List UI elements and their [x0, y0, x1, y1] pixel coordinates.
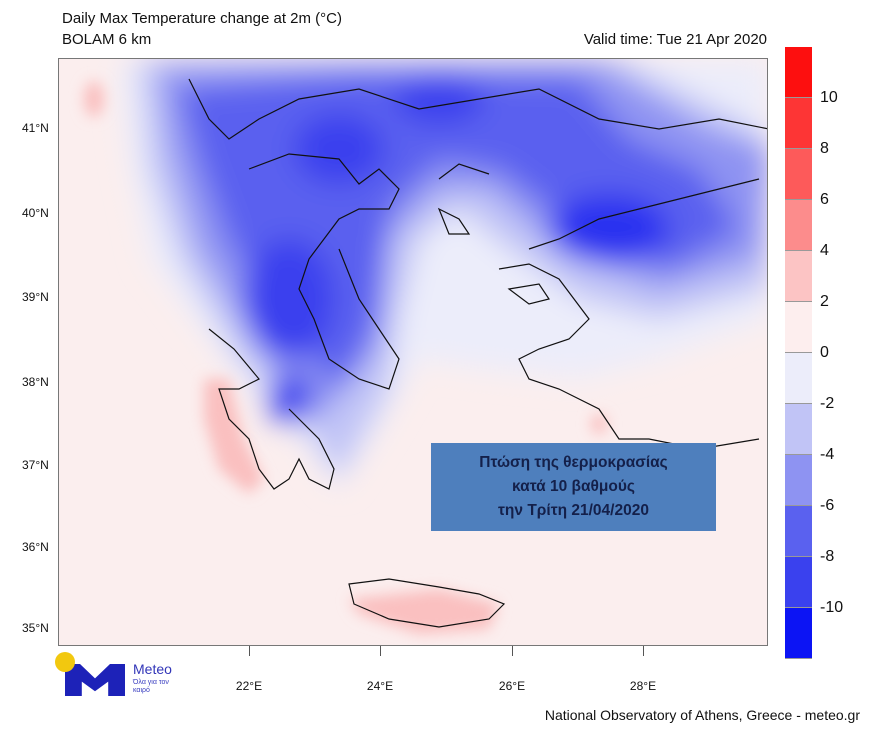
colorbar-segment — [785, 149, 812, 200]
colorbar-label: 0 — [820, 344, 829, 361]
colorbar-segment — [785, 47, 812, 98]
model-label: BOLAM 6 km — [62, 31, 152, 48]
m-logo-icon — [65, 664, 125, 696]
temperature-shading — [119, 59, 767, 489]
colorbar-label: -4 — [820, 446, 835, 463]
lon-tick — [643, 646, 644, 656]
colorbar-segment — [785, 353, 812, 404]
colorbar-label: -2 — [820, 395, 835, 412]
colorbar-label: -10 — [820, 599, 844, 616]
temperature-change-map — [58, 58, 768, 646]
lat-label: 36°N — [22, 540, 49, 554]
lat-label: 35°N — [22, 621, 49, 635]
lat-label: 41°N — [22, 121, 49, 135]
colorbar-label: -8 — [820, 548, 835, 565]
colorbar-segment — [785, 557, 812, 608]
lat-label: 39°N — [22, 290, 49, 304]
colorbar-segment — [785, 404, 812, 455]
colorbar — [785, 47, 812, 659]
colorbar-label: 8 — [820, 140, 829, 157]
annotation-line: κατά 10 βαθμούς — [512, 478, 635, 495]
lon-label: 24°E — [366, 679, 394, 693]
lon-label: 26°E — [498, 679, 526, 693]
colorbar-segment — [785, 455, 812, 506]
credit-text: National Observatory of Athens, Greece -… — [544, 707, 860, 723]
logo-tagline: Όλα για τον καιρό — [133, 679, 169, 694]
colorbar-label: -6 — [820, 497, 835, 514]
map-field — [59, 59, 767, 645]
colorbar-label: 2 — [820, 293, 829, 310]
lon-label: 28°E — [629, 679, 657, 693]
colorbar-segment — [785, 251, 812, 302]
annotation-box: Πτώση της θερμοκρασίας κατά 10 βαθμούς τ… — [431, 443, 716, 531]
lon-tick — [249, 646, 250, 656]
logo-name: Meteo — [133, 661, 172, 677]
colorbar-label: 4 — [820, 242, 829, 259]
lon-label: 22°E — [235, 679, 263, 693]
coastlines — [188, 78, 767, 628]
lat-label: 40°N — [22, 206, 49, 220]
colorbar-segment — [785, 506, 812, 557]
lon-tick — [512, 646, 513, 656]
colorbar-segment — [785, 98, 812, 149]
valid-time: Valid time: Tue 21 Apr 2020 — [583, 31, 767, 48]
colorbar-label: 6 — [820, 191, 829, 208]
warm-patches — [84, 81, 607, 634]
colorbar-segment — [785, 608, 812, 659]
sun-icon — [55, 652, 75, 672]
annotation-line: Πτώση της θερμοκρασίας — [479, 454, 668, 471]
lat-label: 37°N — [22, 458, 49, 472]
lat-label: 38°N — [22, 375, 49, 389]
colorbar-label: 10 — [820, 89, 838, 106]
colorbar-segment — [785, 200, 812, 251]
lon-tick — [380, 646, 381, 656]
meteo-logo: Meteo Όλα για τον καιρό — [55, 652, 175, 702]
map-title: Daily Max Temperature change at 2m (°C) — [62, 10, 342, 27]
annotation-line: την Τρίτη 21/04/2020 — [498, 502, 649, 519]
colorbar-segment — [785, 302, 812, 353]
